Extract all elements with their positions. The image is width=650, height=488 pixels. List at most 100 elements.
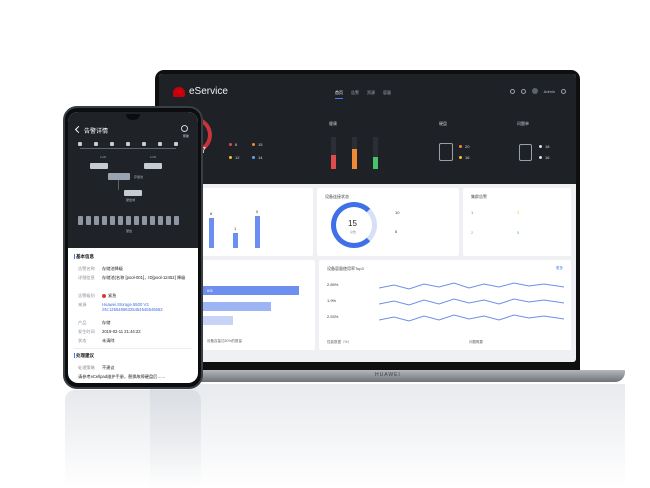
disk-icon	[158, 216, 163, 225]
disk-icon	[142, 216, 147, 225]
disk-icon	[439, 143, 453, 161]
cluster-alarm-title: 集群告警	[471, 194, 487, 199]
critical-dot-icon	[229, 143, 232, 147]
disk-icon	[166, 216, 171, 225]
row-key-product: 产品	[78, 320, 87, 325]
health-title: 健康	[329, 121, 337, 126]
phone-title: 告警详情	[84, 129, 109, 135]
row-key-strategy: 处理策略	[78, 365, 95, 370]
nav-tab-capacity[interactable]: 容量	[383, 90, 391, 95]
help-label[interactable]: 帮助	[182, 134, 189, 138]
lun-label-1: LUN	[100, 155, 107, 159]
health-bar-3	[373, 137, 378, 169]
nav-tab-alarm[interactable]: 告警	[351, 90, 359, 95]
health-bar-1	[331, 137, 336, 169]
major-dot-icon	[252, 143, 255, 147]
row-key-alarm-name: 告警名称	[78, 266, 95, 271]
phone-reflection	[65, 390, 201, 488]
bell-icon[interactable]	[520, 88, 526, 94]
ticket-stat-2: 16	[539, 155, 549, 160]
help-icon[interactable]	[181, 125, 188, 132]
document-icon	[519, 144, 532, 161]
row-value-status: 未清除	[102, 338, 115, 343]
storage-pool-label: 存储池	[134, 175, 144, 179]
laptop-reflection	[150, 384, 625, 488]
capacity-hbar-1	[203, 286, 299, 295]
back-arrow-icon[interactable]	[74, 125, 83, 134]
capacity-footer-note: 设备容量达80%的数量	[207, 339, 243, 343]
alarm-stat-2: 15	[252, 142, 262, 147]
disk-icon	[78, 216, 83, 225]
issue-summary-title: 问题概要	[469, 340, 483, 344]
disk-icon	[174, 216, 179, 225]
row-key-source: 来源	[78, 302, 87, 307]
disk-icon	[134, 216, 139, 225]
laptop-base	[150, 370, 625, 382]
row-value-time: 2019-02-11 21:44:22	[102, 329, 141, 334]
cluster-num-3: 2	[471, 230, 474, 235]
row-value-source[interactable]: Huawei.Storage.5500 V3 SN:12554896325454…	[102, 302, 163, 312]
disk-icon	[150, 216, 155, 225]
host-node-icon	[158, 142, 162, 146]
nav-tab-resource[interactable]: 资源	[367, 90, 375, 95]
capacity-hbar-1-label: 6/8	[207, 288, 213, 293]
topology-link	[80, 148, 176, 149]
phone-topology-panel: 告警详情 帮助 LUN LUN 存储池 硬盘域	[68, 112, 198, 248]
laptop-brand: HUAWEI	[375, 372, 401, 378]
device-status-card: 设备连接状态 15 总数 10 5	[317, 188, 459, 256]
trend-bar-2	[233, 233, 238, 248]
trend-bar-3	[255, 216, 260, 248]
capacity-top3-card: 设备容量使用率Top3 更多 2.89% 1.9% 2.53% 性能数据（%） …	[319, 260, 571, 350]
avatar[interactable]	[531, 88, 538, 94]
row-value-alarm-name: 存储池降级	[102, 266, 123, 271]
cluster-num-4: 5	[517, 230, 520, 235]
row-value-strategy: 不建议	[102, 365, 115, 370]
row-value-product: 存储	[102, 320, 111, 325]
row-value-details: 存储池(名称 [pool-001]，ID[pool-12452] 降级	[102, 275, 186, 280]
warning-dot-icon	[252, 156, 255, 160]
search-icon[interactable]	[509, 88, 515, 94]
row-key-severity: 告警级别	[78, 293, 95, 298]
host-node-icon	[126, 142, 130, 146]
host-node-icon	[110, 142, 114, 146]
device-ring-chart	[331, 202, 377, 248]
disk-stat-1: 20	[459, 144, 469, 149]
disk-icon	[94, 216, 99, 225]
capacity-top3-title: 设备容量使用率Top3	[327, 266, 364, 271]
critical-dot-icon	[102, 293, 106, 298]
capacity-more-link[interactable]: 更多	[556, 266, 563, 270]
capacity-pct-1: 2.89%	[327, 282, 339, 287]
dashboard-header: eService 首页 告警 资源 容量 Admin 57 8	[159, 74, 576, 184]
disk-icon	[102, 216, 107, 225]
disk-icon	[110, 216, 115, 225]
disk-domain-icon	[124, 190, 142, 196]
cluster-num-1: 1	[471, 210, 474, 215]
disk-label: 硬盘	[126, 229, 133, 233]
row-value-severity: 紧急	[102, 293, 192, 299]
cluster-alarm-card: 集群告警 1 3 2 5	[463, 188, 571, 256]
disk-title: 硬盘	[439, 121, 447, 126]
host-node-icon	[94, 142, 98, 146]
cluster-num-2: 3	[517, 210, 520, 215]
trend-bar-2-label: 1	[234, 226, 237, 231]
disk-icon	[86, 216, 91, 225]
laptop-frame: eService 首页 告警 资源 容量 Admin 57 8	[155, 70, 580, 370]
power-icon[interactable]	[561, 88, 566, 94]
row-key-details: 详细信息	[78, 275, 95, 280]
ticket-title: 问题单	[517, 121, 529, 126]
disk-stat-2: 16	[459, 155, 469, 160]
alarm-stat-3: 12	[229, 155, 239, 160]
capacity-bar-card: 6/8 设备容量达80%的数量	[203, 260, 315, 350]
section-marker	[74, 254, 75, 259]
user-name[interactable]: Admin	[543, 88, 555, 94]
ticket-stat-1: 18	[539, 144, 549, 149]
section-marker	[74, 353, 75, 358]
capacity-hbar-2	[203, 302, 271, 311]
device-status-title: 设备连接状态	[325, 194, 349, 199]
phone-frame: 告警详情 帮助 LUN LUN 存储池 硬盘域	[63, 106, 203, 389]
minor-dot-icon	[229, 156, 232, 160]
lun-group-icon	[144, 163, 162, 169]
row-key-time: 发生时间	[78, 329, 95, 334]
nav-tab-home[interactable]: 首页	[335, 90, 343, 99]
